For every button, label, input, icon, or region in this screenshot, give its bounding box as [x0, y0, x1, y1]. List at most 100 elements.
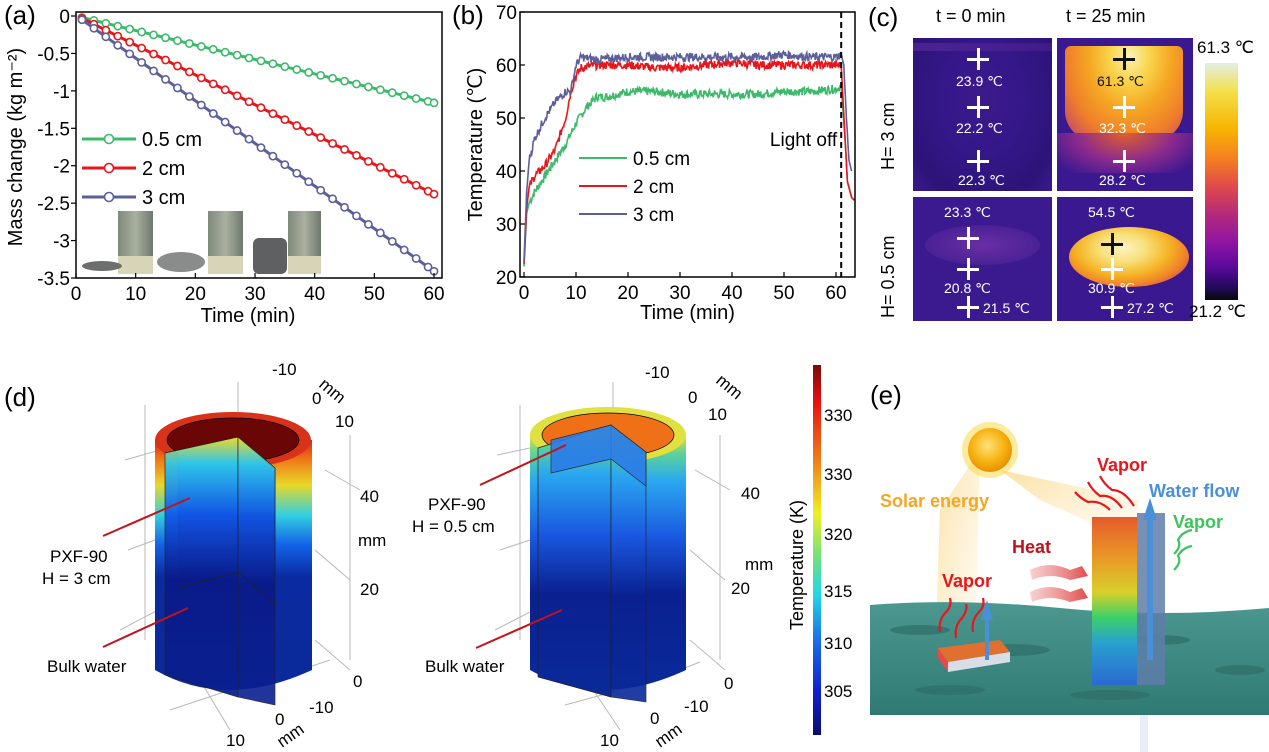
- temp-reading: 28.2 ℃: [1099, 172, 1146, 188]
- data-point: [280, 160, 290, 170]
- tick-label: -10: [684, 697, 709, 716]
- panel-a-label: (a): [4, 0, 36, 30]
- water-flow-reflection: [1140, 715, 1148, 752]
- colorbar-tick: 330: [824, 406, 852, 425]
- axis-gridlines-right: [494, 382, 731, 731]
- data-point: [375, 85, 385, 95]
- label-heat: Heat: [1012, 537, 1051, 557]
- crosshair-marker: [1113, 96, 1135, 118]
- y-axis-title: Mass change (kg m⁻²): [5, 48, 27, 246]
- tick-label: 0: [724, 674, 733, 693]
- data-point: [232, 126, 242, 135]
- data-point: [268, 151, 278, 161]
- data-point: [244, 53, 254, 63]
- ruler-base: [288, 256, 321, 274]
- series-3-cm: [77, 15, 439, 276]
- legend-item: 3 cm: [579, 205, 674, 226]
- label-pxf90: PXF-90: [428, 495, 486, 514]
- x-tick-label: 40: [304, 284, 325, 305]
- leader-line: [479, 444, 567, 486]
- panel-e-label: (e): [870, 380, 902, 410]
- data-point: [149, 30, 158, 40]
- y-tick-label: 60: [496, 56, 517, 77]
- x-tick-label: 10: [125, 284, 146, 305]
- tick-label: 10: [708, 405, 727, 424]
- x-tick-label: 20: [185, 284, 206, 305]
- cylinder-3cm: [155, 412, 312, 706]
- vapor-arrows-small: [938, 597, 985, 639]
- data-point: [173, 83, 182, 93]
- temp-reading: 32.3 ℃: [1099, 120, 1146, 136]
- temperature-colorbar: [813, 365, 821, 735]
- temp-reading: 22.2 ℃: [956, 120, 1003, 136]
- tick-label: -10: [309, 698, 334, 717]
- legend-label: 0.5 cm: [633, 149, 690, 170]
- temp-reading: 23.3 ℃: [944, 204, 991, 220]
- legend-marker: [103, 162, 115, 174]
- water-flow-arrow-small: [981, 600, 993, 660]
- temp-reading: 21.5 ℃: [983, 300, 1030, 316]
- axis-unit: mm: [712, 371, 746, 404]
- data-point: [316, 133, 326, 142]
- tick-label: 40: [741, 484, 760, 503]
- data-point: [268, 59, 278, 69]
- data-point: [292, 65, 302, 74]
- data-point: [375, 162, 385, 172]
- x-tick-label: 30: [669, 283, 690, 304]
- crosshair-marker: [1101, 233, 1123, 255]
- tick-label: 10: [335, 412, 354, 431]
- label-bulk-water: Bulk water: [47, 657, 127, 676]
- data-point: [280, 62, 290, 72]
- legend-item: 0.5 cm: [579, 149, 690, 170]
- axis-unit: mm: [358, 531, 386, 550]
- legend-item: 0.5 cm: [82, 129, 202, 151]
- plot-frame: [75, 11, 443, 279]
- data-point: [77, 15, 87, 25]
- tick-label: 10: [226, 731, 245, 750]
- data-point: [196, 100, 206, 110]
- temp-reading: 20.8 ℃: [944, 280, 991, 296]
- data-point: [256, 103, 266, 113]
- data-point: [149, 49, 158, 59]
- row-label-0-5cm: H= 0.5 cm: [878, 235, 898, 318]
- crosshair-marker: [1101, 296, 1123, 318]
- data-point: [208, 109, 218, 118]
- data-point: [411, 254, 421, 263]
- label-vapor-side: Vapor: [1173, 512, 1223, 532]
- y-tick-label: 20: [496, 268, 517, 289]
- data-point: [161, 75, 170, 84]
- axis-gridlines-left: [119, 382, 361, 731]
- y-tick-label: 40: [496, 162, 517, 183]
- y-tick-label: -1.5: [37, 119, 70, 140]
- label-bulk-water: Bulk water: [425, 657, 505, 676]
- series-2-cm: [77, 13, 439, 199]
- y-tick-label: 70: [496, 3, 517, 24]
- temp-reading: 27.2 ℃: [1127, 300, 1174, 316]
- y-tick-label: -0.5: [37, 44, 70, 65]
- x-tick-label: 40: [721, 283, 742, 304]
- data-point: [208, 79, 218, 89]
- data-point: [304, 68, 314, 77]
- temp-reading: 30.9 ℃: [1088, 280, 1135, 296]
- tick-label: 0: [312, 389, 321, 408]
- data-point: [184, 67, 194, 77]
- data-point: [113, 40, 123, 50]
- water-surface: [870, 602, 1269, 715]
- data-point: [196, 42, 206, 51]
- data-point: [411, 94, 421, 103]
- data-point: [399, 91, 409, 101]
- tick-label: 20: [731, 579, 750, 598]
- data-point: [137, 43, 147, 53]
- tick-label: 0: [275, 710, 284, 729]
- y-tick-label: -3.5: [37, 269, 70, 290]
- x-tick-label: 50: [364, 284, 385, 305]
- data-point: [352, 79, 361, 89]
- legend-item: 3 cm: [82, 187, 185, 209]
- data-point: [328, 139, 337, 148]
- thermal-scale-max: 61.3 ℃: [1197, 38, 1254, 57]
- legend-item: 2 cm: [579, 177, 674, 198]
- row-label-3cm: H= 3 cm: [878, 102, 898, 170]
- label-solar-energy: Solar energy: [880, 491, 989, 511]
- data-point: [173, 36, 182, 46]
- thin-sample: [938, 640, 1010, 672]
